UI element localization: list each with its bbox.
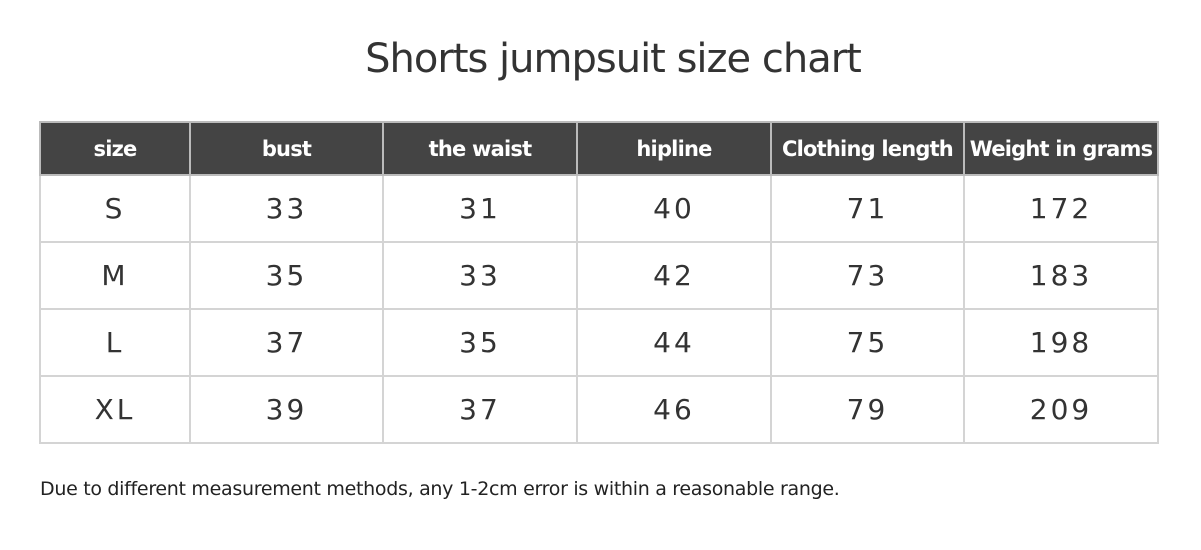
table-cell: 172 (963, 174, 1159, 243)
table-cell: 35 (189, 241, 384, 310)
table-cell: 33 (189, 174, 384, 243)
table-row: S 33 31 40 71 172 (39, 174, 1159, 243)
header-row: size bust the waist hipline Clothing length W… (39, 121, 1159, 176)
page-title: Shorts jumpsuit size chart (365, 36, 862, 82)
table-cell: 209 (963, 375, 1159, 444)
table-cell: 44 (576, 308, 772, 377)
size-cell: M (39, 241, 191, 310)
column-header: size (39, 121, 191, 176)
column-header: hipline (576, 121, 772, 176)
table-cell: 79 (770, 375, 965, 444)
size-chart-table: size bust the waist hipline Clothing length W… (39, 121, 1159, 444)
size-cell: L (39, 308, 191, 377)
table-cell: 42 (576, 241, 772, 310)
table-cell: 71 (770, 174, 965, 243)
table-cell: 31 (382, 174, 578, 243)
table-cell: 39 (189, 375, 384, 444)
table-row: M 35 33 42 73 183 (39, 241, 1159, 310)
column-header: Clothing length (770, 121, 965, 176)
table-cell: 33 (382, 241, 578, 310)
table-cell: 37 (382, 375, 578, 444)
table-cell: 75 (770, 308, 965, 377)
table-cell: 35 (382, 308, 578, 377)
measurement-note: Due to different measurement methods, an… (40, 478, 840, 500)
table-row: XL 39 37 46 79 209 (39, 375, 1159, 444)
table-row: L 37 35 44 75 198 (39, 308, 1159, 377)
column-header: bust (189, 121, 384, 176)
column-header: the waist (382, 121, 578, 176)
table-cell: 37 (189, 308, 384, 377)
table-cell: 46 (576, 375, 772, 444)
column-header: Weight in grams (963, 121, 1159, 176)
table-cell: 73 (770, 241, 965, 310)
size-cell: S (39, 174, 191, 243)
table-cell: 198 (963, 308, 1159, 377)
size-cell: XL (39, 375, 191, 444)
table-cell: 40 (576, 174, 772, 243)
table-cell: 183 (963, 241, 1159, 310)
